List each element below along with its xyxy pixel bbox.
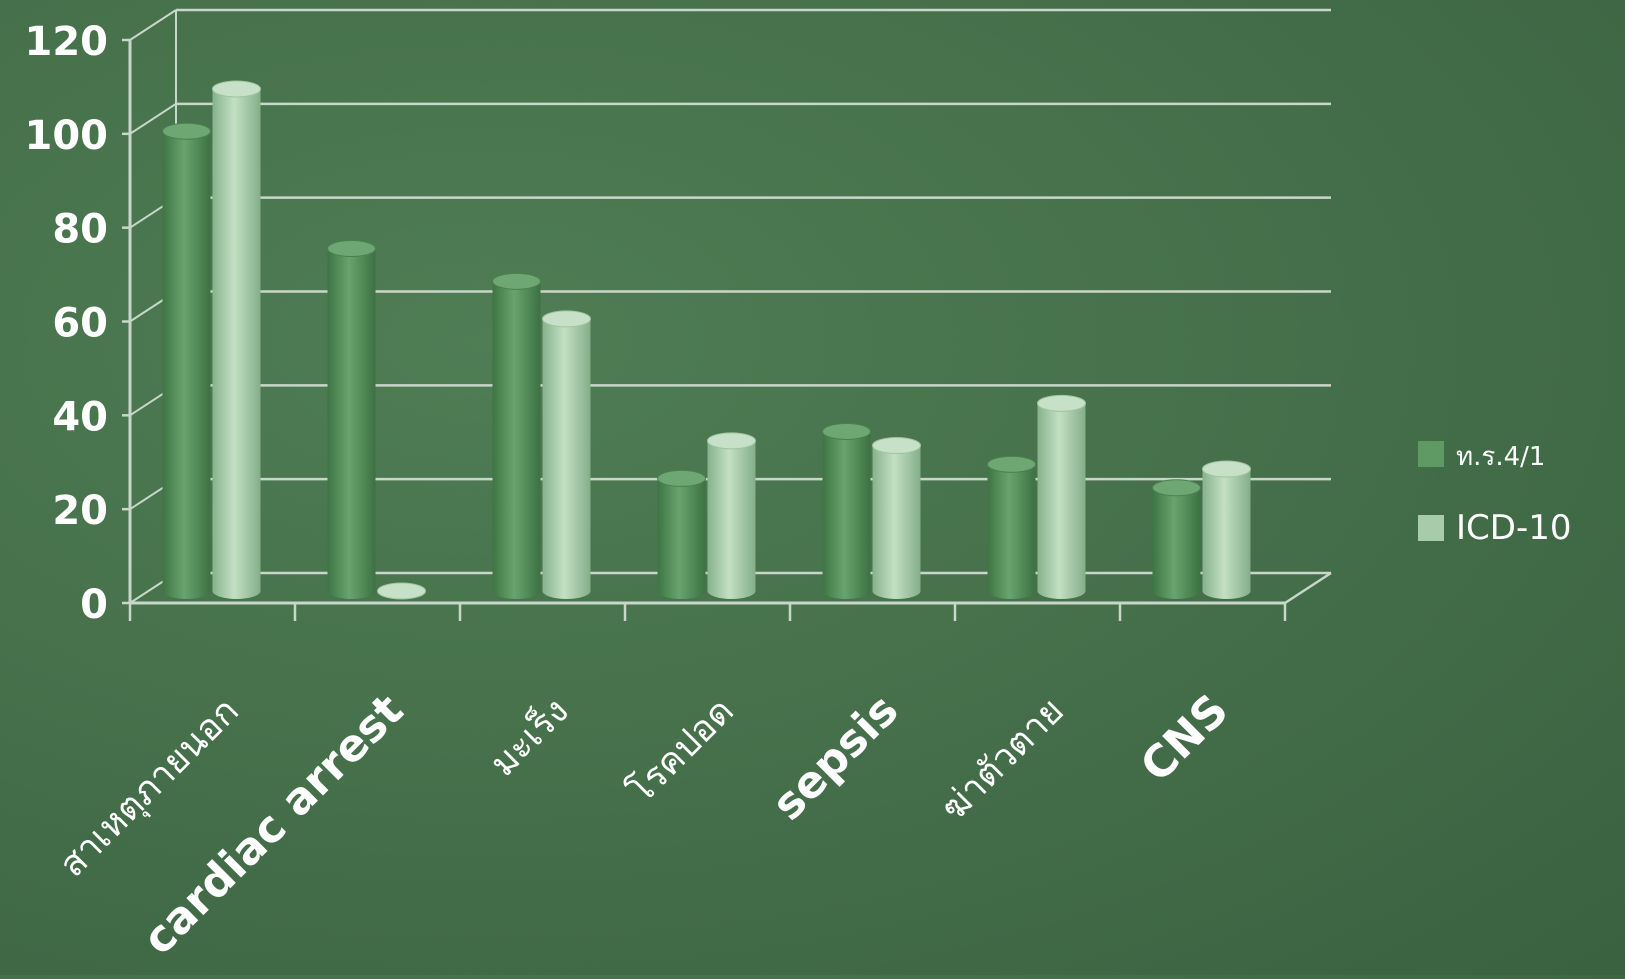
bar-body (327, 248, 376, 591)
bar-top (872, 437, 921, 455)
x-category-label: โรคปอด (620, 690, 742, 812)
bar (542, 310, 591, 599)
bar-body (707, 440, 756, 591)
bar-top (492, 272, 541, 290)
legend-label: ท.ร.4/1 (1456, 442, 1545, 472)
y-tick-label: 40 (52, 394, 108, 440)
bar (1152, 479, 1201, 599)
bar-body (162, 131, 211, 591)
bar (212, 80, 261, 599)
y-tick-label: 0 (80, 582, 108, 628)
bar-body (872, 445, 921, 591)
legend: ท.ร.4/1 ICD-10 (1418, 441, 1571, 548)
y-tick-label: 100 (25, 113, 109, 159)
bar-base (822, 583, 871, 599)
bar-top (377, 582, 426, 600)
bar-top (822, 422, 871, 440)
bar-top (162, 122, 211, 140)
x-category-label: sepsis (763, 685, 909, 831)
bar-top (657, 469, 706, 487)
gridline-depth (129, 102, 177, 135)
bar-body (1152, 487, 1201, 591)
bar-top (1037, 394, 1086, 412)
bar-top (987, 455, 1036, 473)
bar-body (657, 478, 706, 591)
y-tick-label: 80 (52, 207, 108, 253)
bar-body (542, 318, 591, 591)
bar-body (987, 464, 1036, 591)
gridline-depth (129, 9, 177, 41)
bar-top (707, 432, 756, 450)
bar (492, 272, 541, 599)
y-tick-label: 60 (52, 301, 108, 347)
bar-top (1152, 479, 1201, 497)
y-tick-label: 20 (52, 488, 108, 534)
y-tick-label: 120 (25, 19, 109, 65)
bar-base (987, 583, 1036, 599)
bar-base (542, 583, 591, 599)
legend-swatch (1418, 515, 1444, 541)
bar (657, 469, 706, 599)
x-category-label: ฆ่าตัวตาย (933, 690, 1072, 829)
bar-base (1202, 583, 1251, 599)
bar-base (657, 583, 706, 599)
bar-base (492, 583, 541, 599)
bar-top (212, 80, 261, 98)
bars-layer (162, 80, 1251, 600)
bar-top (1202, 460, 1251, 478)
bar-top (542, 310, 591, 328)
bar-top (327, 240, 376, 258)
legend-label: ICD-10 (1456, 508, 1571, 548)
bar (872, 437, 921, 599)
bar (822, 422, 871, 599)
x-category-label: cardiac arrest (133, 685, 413, 965)
bar (1202, 460, 1251, 599)
bar-body (1037, 403, 1086, 591)
bar-base (707, 583, 756, 599)
x-category-label: มะเร็ง (480, 688, 576, 784)
bar-base (1037, 583, 1086, 599)
bar-body (822, 431, 871, 591)
bar-base (1152, 583, 1201, 599)
legend-swatch (1418, 441, 1444, 467)
bar (1037, 394, 1086, 599)
bar (987, 455, 1036, 599)
bar (707, 432, 756, 599)
bar (327, 240, 376, 599)
bar-base (212, 583, 261, 599)
floor-edge (1284, 571, 1332, 605)
bar-base (327, 583, 376, 599)
bar-body (212, 88, 261, 591)
bar (162, 122, 211, 599)
bar (377, 582, 426, 600)
bar-base (162, 583, 211, 599)
bar-base (872, 583, 921, 599)
bar-body (492, 281, 541, 591)
bar-body (1202, 469, 1251, 591)
x-category-label: CNS (1131, 685, 1238, 792)
